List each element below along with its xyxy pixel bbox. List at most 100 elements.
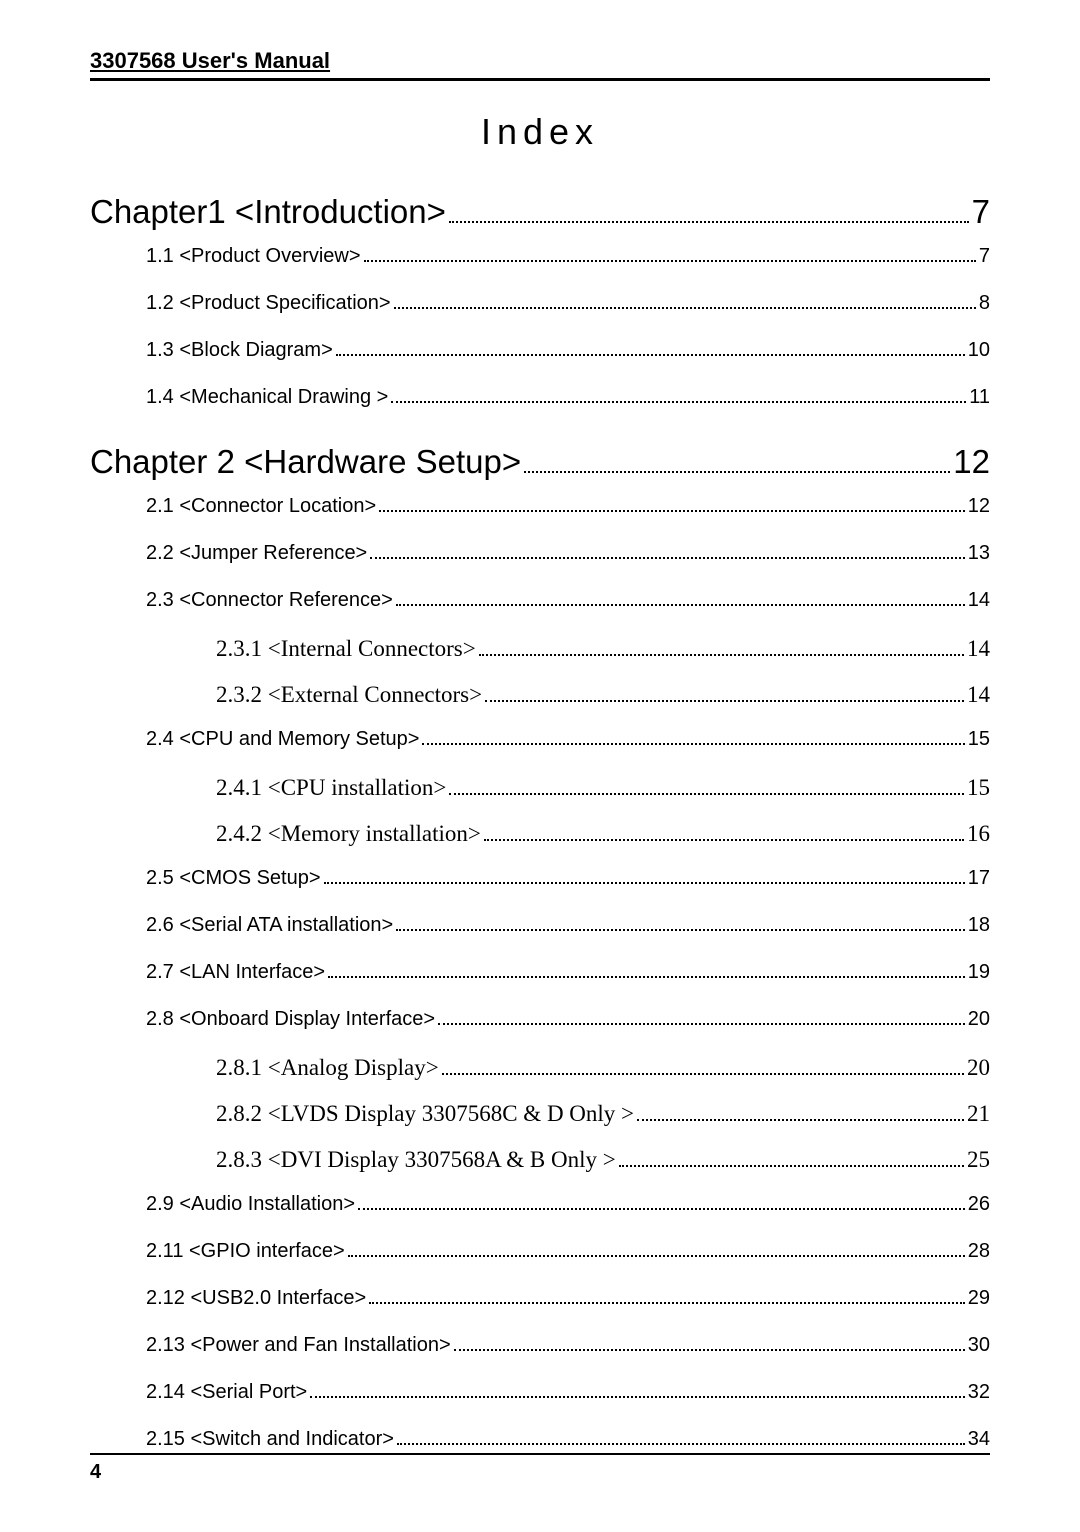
toc-label: 1.1 <Product Overview> (146, 245, 361, 268)
toc-entry: 1.4 <Mechanical Drawing > 11 (146, 386, 990, 409)
toc-label: 2.1 <Connector Location> (146, 495, 376, 518)
toc-entry: Chapter 2 <Hardware Setup> 12 (90, 443, 990, 481)
toc-entry: 2.4.2 <Memory installation>16 (216, 821, 990, 847)
toc-leader-dots (524, 471, 950, 473)
toc-label: 2.8.1 <Analog Display> (216, 1055, 439, 1081)
toc-leader-dots (396, 604, 965, 606)
toc-entry: 2.6 <Serial ATA installation> 18 (146, 914, 990, 937)
toc-label: 2.8.2 <LVDS Display 3307568C & D Only > (216, 1101, 634, 1127)
toc-leader-dots (358, 1208, 965, 1210)
toc-label: Chapter 2 <Hardware Setup> (90, 443, 521, 481)
toc-entry: 2.3.2 <External Connectors> 14 (216, 682, 990, 708)
toc-leader-dots (485, 700, 964, 702)
toc-leader-dots (396, 929, 965, 931)
toc-page-number: 15 (968, 728, 990, 751)
toc-entry: 2.8.3 <DVI Display 3307568A & B Only > 25 (216, 1147, 990, 1173)
toc-page-number: 25 (967, 1147, 990, 1173)
toc-leader-dots (364, 260, 976, 262)
toc-page-number: 14 (967, 682, 990, 708)
toc-leader-dots (479, 654, 964, 656)
toc-label: Chapter1 <Introduction> (90, 193, 446, 231)
toc-leader-dots (619, 1165, 964, 1167)
toc-page-number: 10 (968, 339, 990, 362)
toc-entry: 1.3 <Block Diagram> 10 (146, 339, 990, 362)
toc-label: 2.3.2 <External Connectors> (216, 682, 482, 708)
toc-leader-dots (336, 354, 965, 356)
toc-label: 2.2 <Jumper Reference> (146, 542, 367, 565)
toc-label: 2.3 <Connector Reference> (146, 589, 393, 612)
toc-entry: 2.2 <Jumper Reference> 13 (146, 542, 990, 565)
toc-label: 2.8.3 <DVI Display 3307568A & B Only > (216, 1147, 616, 1173)
toc-entry: 2.5 <CMOS Setup>17 (146, 867, 990, 890)
header-title: 3307568 User's Manual (90, 48, 330, 73)
toc-leader-dots (422, 743, 964, 745)
toc-entry: 2.15 <Switch and Indicator> 34 (146, 1428, 990, 1451)
toc-label: 2.7 <LAN Interface> (146, 961, 325, 984)
toc-entry: 2.1 <Connector Location>12 (146, 495, 990, 518)
toc-entry: 2.8.1 <Analog Display> 20 (216, 1055, 990, 1081)
toc-label: 2.12 <USB2.0 Interface> (146, 1287, 366, 1310)
toc-label: 2.6 <Serial ATA installation> (146, 914, 393, 937)
toc-page-number: 7 (979, 245, 990, 268)
toc-label: 1.3 <Block Diagram> (146, 339, 333, 362)
toc-page-number: 15 (967, 775, 990, 801)
toc-entry: Chapter1 <Introduction> 7 (90, 193, 990, 231)
toc-label: 1.4 <Mechanical Drawing > (146, 386, 388, 409)
toc-entry: 2.8 <Onboard Display Interface> 20 (146, 1008, 990, 1031)
toc-page-number: 11 (969, 386, 990, 409)
toc-entry: 2.13 <Power and Fan Installation> 30 (146, 1334, 990, 1357)
toc-label: 2.13 <Power and Fan Installation> (146, 1334, 451, 1357)
toc-leader-dots (369, 1302, 965, 1304)
toc-page-number: 18 (968, 914, 990, 937)
toc-entry: 2.11 <GPIO interface>28 (146, 1240, 990, 1263)
toc-label: 2.8 <Onboard Display Interface> (146, 1008, 435, 1031)
toc-leader-dots (324, 882, 965, 884)
toc-leader-dots (449, 221, 969, 223)
toc-page-number: 7 (972, 193, 990, 231)
toc-entry: 2.8.2 <LVDS Display 3307568C & D Only > 2… (216, 1101, 990, 1127)
toc-leader-dots (348, 1255, 965, 1257)
toc-page-number: 34 (968, 1428, 990, 1451)
toc-page-number: 8 (979, 292, 990, 315)
toc-leader-dots (484, 839, 964, 841)
toc-entry: 1.1 <Product Overview> 7 (146, 245, 990, 268)
toc-leader-dots (454, 1349, 965, 1351)
toc-entry: 2.14 <Serial Port> 32 (146, 1381, 990, 1404)
toc-leader-dots (328, 976, 965, 978)
toc-label: 2.4 <CPU and Memory Setup> (146, 728, 419, 751)
page-header: 3307568 User's Manual (90, 48, 990, 81)
toc-label: 2.15 <Switch and Indicator> (146, 1428, 394, 1451)
toc-leader-dots (379, 510, 965, 512)
toc-entry: 2.4.1 <CPU installation>15 (216, 775, 990, 801)
toc-page-number: 13 (968, 542, 990, 565)
toc-page-number: 19 (968, 961, 990, 984)
toc-label: 2.4.2 <Memory installation> (216, 821, 481, 847)
toc-page-number: 21 (967, 1101, 990, 1127)
toc-leader-dots (391, 401, 966, 403)
toc-entry: 2.4 <CPU and Memory Setup> 15 (146, 728, 990, 751)
toc-page-number: 32 (968, 1381, 990, 1404)
toc-page-number: 26 (968, 1193, 990, 1216)
toc-label: 2.9 <Audio Installation> (146, 1193, 355, 1216)
toc-entry: 2.7 <LAN Interface> 19 (146, 961, 990, 984)
toc-page-number: 20 (967, 1055, 990, 1081)
toc-leader-dots (637, 1119, 964, 1121)
toc-page-number: 30 (968, 1334, 990, 1357)
toc-leader-dots (438, 1023, 965, 1025)
page-footer: 4 (90, 1453, 990, 1484)
toc-label: 2.11 <GPIO interface> (146, 1240, 345, 1263)
toc-entry: 1.2 <Product Specification> 8 (146, 292, 990, 315)
toc-entry: 2.9 <Audio Installation> 26 (146, 1193, 990, 1216)
toc-leader-dots (442, 1073, 964, 1075)
page-number: 4 (90, 1461, 101, 1483)
toc-page-number: 12 (953, 443, 990, 481)
toc-label: 2.14 <Serial Port> (146, 1381, 307, 1404)
toc-leader-dots (449, 793, 964, 795)
toc-leader-dots (394, 307, 976, 309)
table-of-contents: Chapter1 <Introduction>71.1 <Product Ove… (90, 183, 990, 1475)
toc-page-number: 20 (968, 1008, 990, 1031)
toc-label: 1.2 <Product Specification> (146, 292, 391, 315)
toc-entry: 2.3 <Connector Reference>14 (146, 589, 990, 612)
toc-entry: 2.3.1 <Internal Connectors>14 (216, 636, 990, 662)
toc-page-number: 17 (968, 867, 990, 890)
